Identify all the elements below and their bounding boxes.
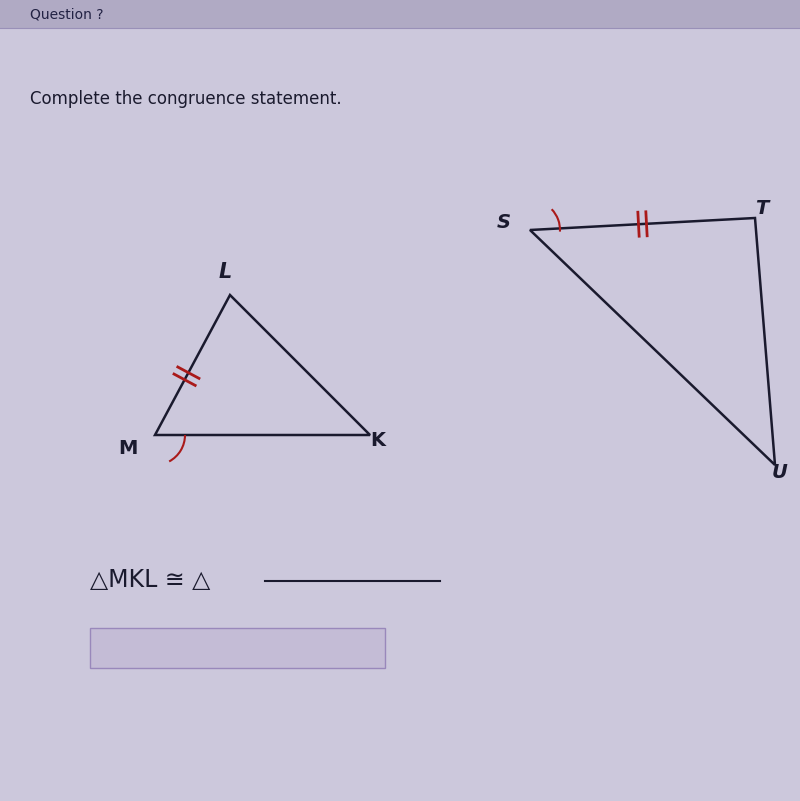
Bar: [0, 0, 800, 28]
Text: Complete the congruence statement.: Complete the congruence statement.: [30, 90, 342, 108]
Text: U: U: [772, 462, 788, 481]
Bar: [90, 628, 385, 668]
Text: T: T: [755, 199, 769, 218]
Text: △MKL ≅ △: △MKL ≅ △: [90, 568, 210, 592]
Text: Question ?: Question ?: [30, 7, 103, 21]
Text: M: M: [118, 438, 138, 457]
Text: L: L: [218, 262, 232, 282]
Text: K: K: [370, 430, 386, 449]
Text: S: S: [497, 212, 511, 231]
